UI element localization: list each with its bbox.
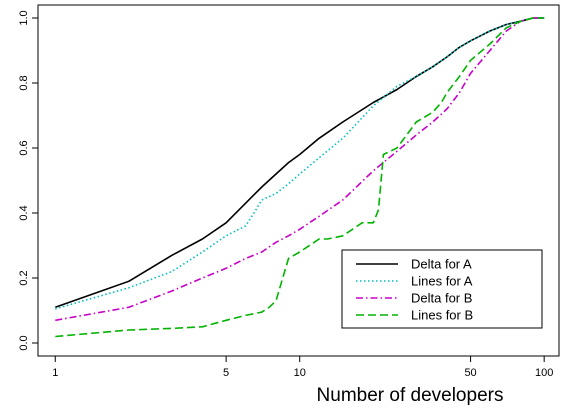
y-tick-label: 0.0: [18, 335, 30, 350]
y-tick-label: 1.0: [18, 10, 30, 25]
x-axis-title: Number of developers: [317, 385, 504, 406]
legend: Delta for A Lines for A Delta for B Lines f…: [341, 249, 543, 329]
x-axis: 1 5 10 50 100: [52, 356, 553, 379]
series-layer: [55, 17, 545, 338]
x-tick-label: 50: [464, 367, 476, 379]
y-tick-label: 0.4: [18, 205, 30, 220]
y-axis: 0.0 0.2 0.4 0.6 0.8 1.0: [18, 10, 38, 351]
legend-label: Delta for A: [411, 257, 472, 272]
plot-frame: [37, 4, 560, 357]
x-tick-label: 5: [223, 367, 229, 379]
series-line: [55, 17, 545, 322]
legend-label: Lines for A: [411, 274, 473, 289]
y-tick-label: 0.6: [18, 140, 30, 155]
x-tick-label: 10: [294, 367, 306, 379]
x-tick-label: 100: [535, 367, 553, 379]
series-line: [55, 17, 545, 338]
legend-label: Lines for B: [411, 308, 473, 323]
legend-label: Delta for B: [411, 291, 472, 306]
y-tick-label: 0.2: [18, 270, 30, 285]
x-tick-label: 1: [52, 367, 58, 379]
y-tick-label: 0.8: [18, 75, 30, 90]
